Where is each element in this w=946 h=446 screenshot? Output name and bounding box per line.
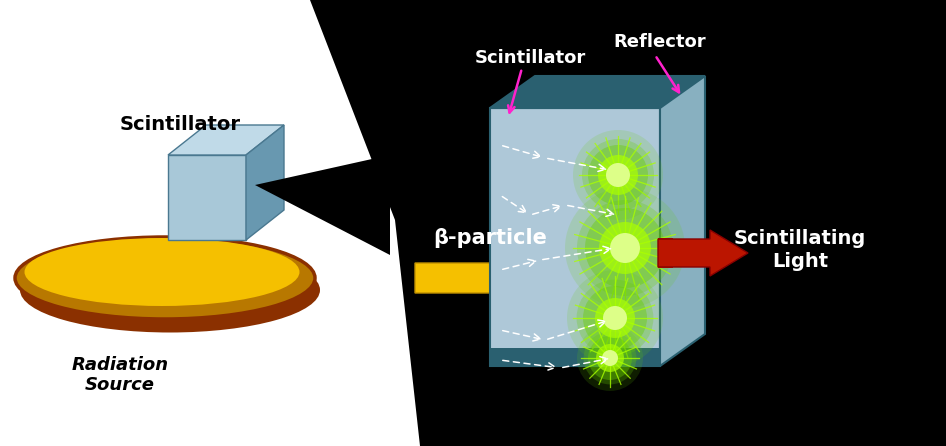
Polygon shape [0,0,420,446]
Ellipse shape [595,298,635,338]
Ellipse shape [588,336,632,380]
Text: Scintillator: Scintillator [119,116,240,135]
Ellipse shape [598,155,638,195]
Ellipse shape [565,188,685,308]
Text: Reflector: Reflector [614,33,707,51]
Ellipse shape [583,286,647,350]
Polygon shape [168,125,284,155]
Ellipse shape [585,208,665,288]
Ellipse shape [567,270,663,366]
Ellipse shape [577,280,654,356]
FancyArrow shape [658,230,748,276]
Polygon shape [660,76,705,366]
Text: β-particle: β-particle [433,228,547,248]
Ellipse shape [577,325,643,391]
Ellipse shape [599,222,651,274]
Polygon shape [168,155,246,240]
Text: Radiation
Source: Radiation Source [72,355,168,394]
Ellipse shape [603,306,627,330]
Polygon shape [490,348,660,366]
Ellipse shape [582,139,654,211]
Ellipse shape [588,145,648,205]
Text: Scintillating
Light: Scintillating Light [734,229,867,271]
FancyBboxPatch shape [658,238,673,268]
Ellipse shape [25,238,300,306]
Ellipse shape [20,248,320,333]
Polygon shape [490,76,705,108]
Ellipse shape [15,237,315,319]
Polygon shape [246,125,284,240]
Ellipse shape [610,233,640,263]
Ellipse shape [573,130,663,220]
Ellipse shape [584,331,637,384]
FancyArrow shape [415,252,563,304]
Ellipse shape [602,350,618,366]
Ellipse shape [606,163,630,187]
Polygon shape [490,108,660,366]
Text: Scintillator: Scintillator [474,49,586,67]
Ellipse shape [577,200,673,296]
Polygon shape [255,155,390,255]
Ellipse shape [596,344,624,372]
